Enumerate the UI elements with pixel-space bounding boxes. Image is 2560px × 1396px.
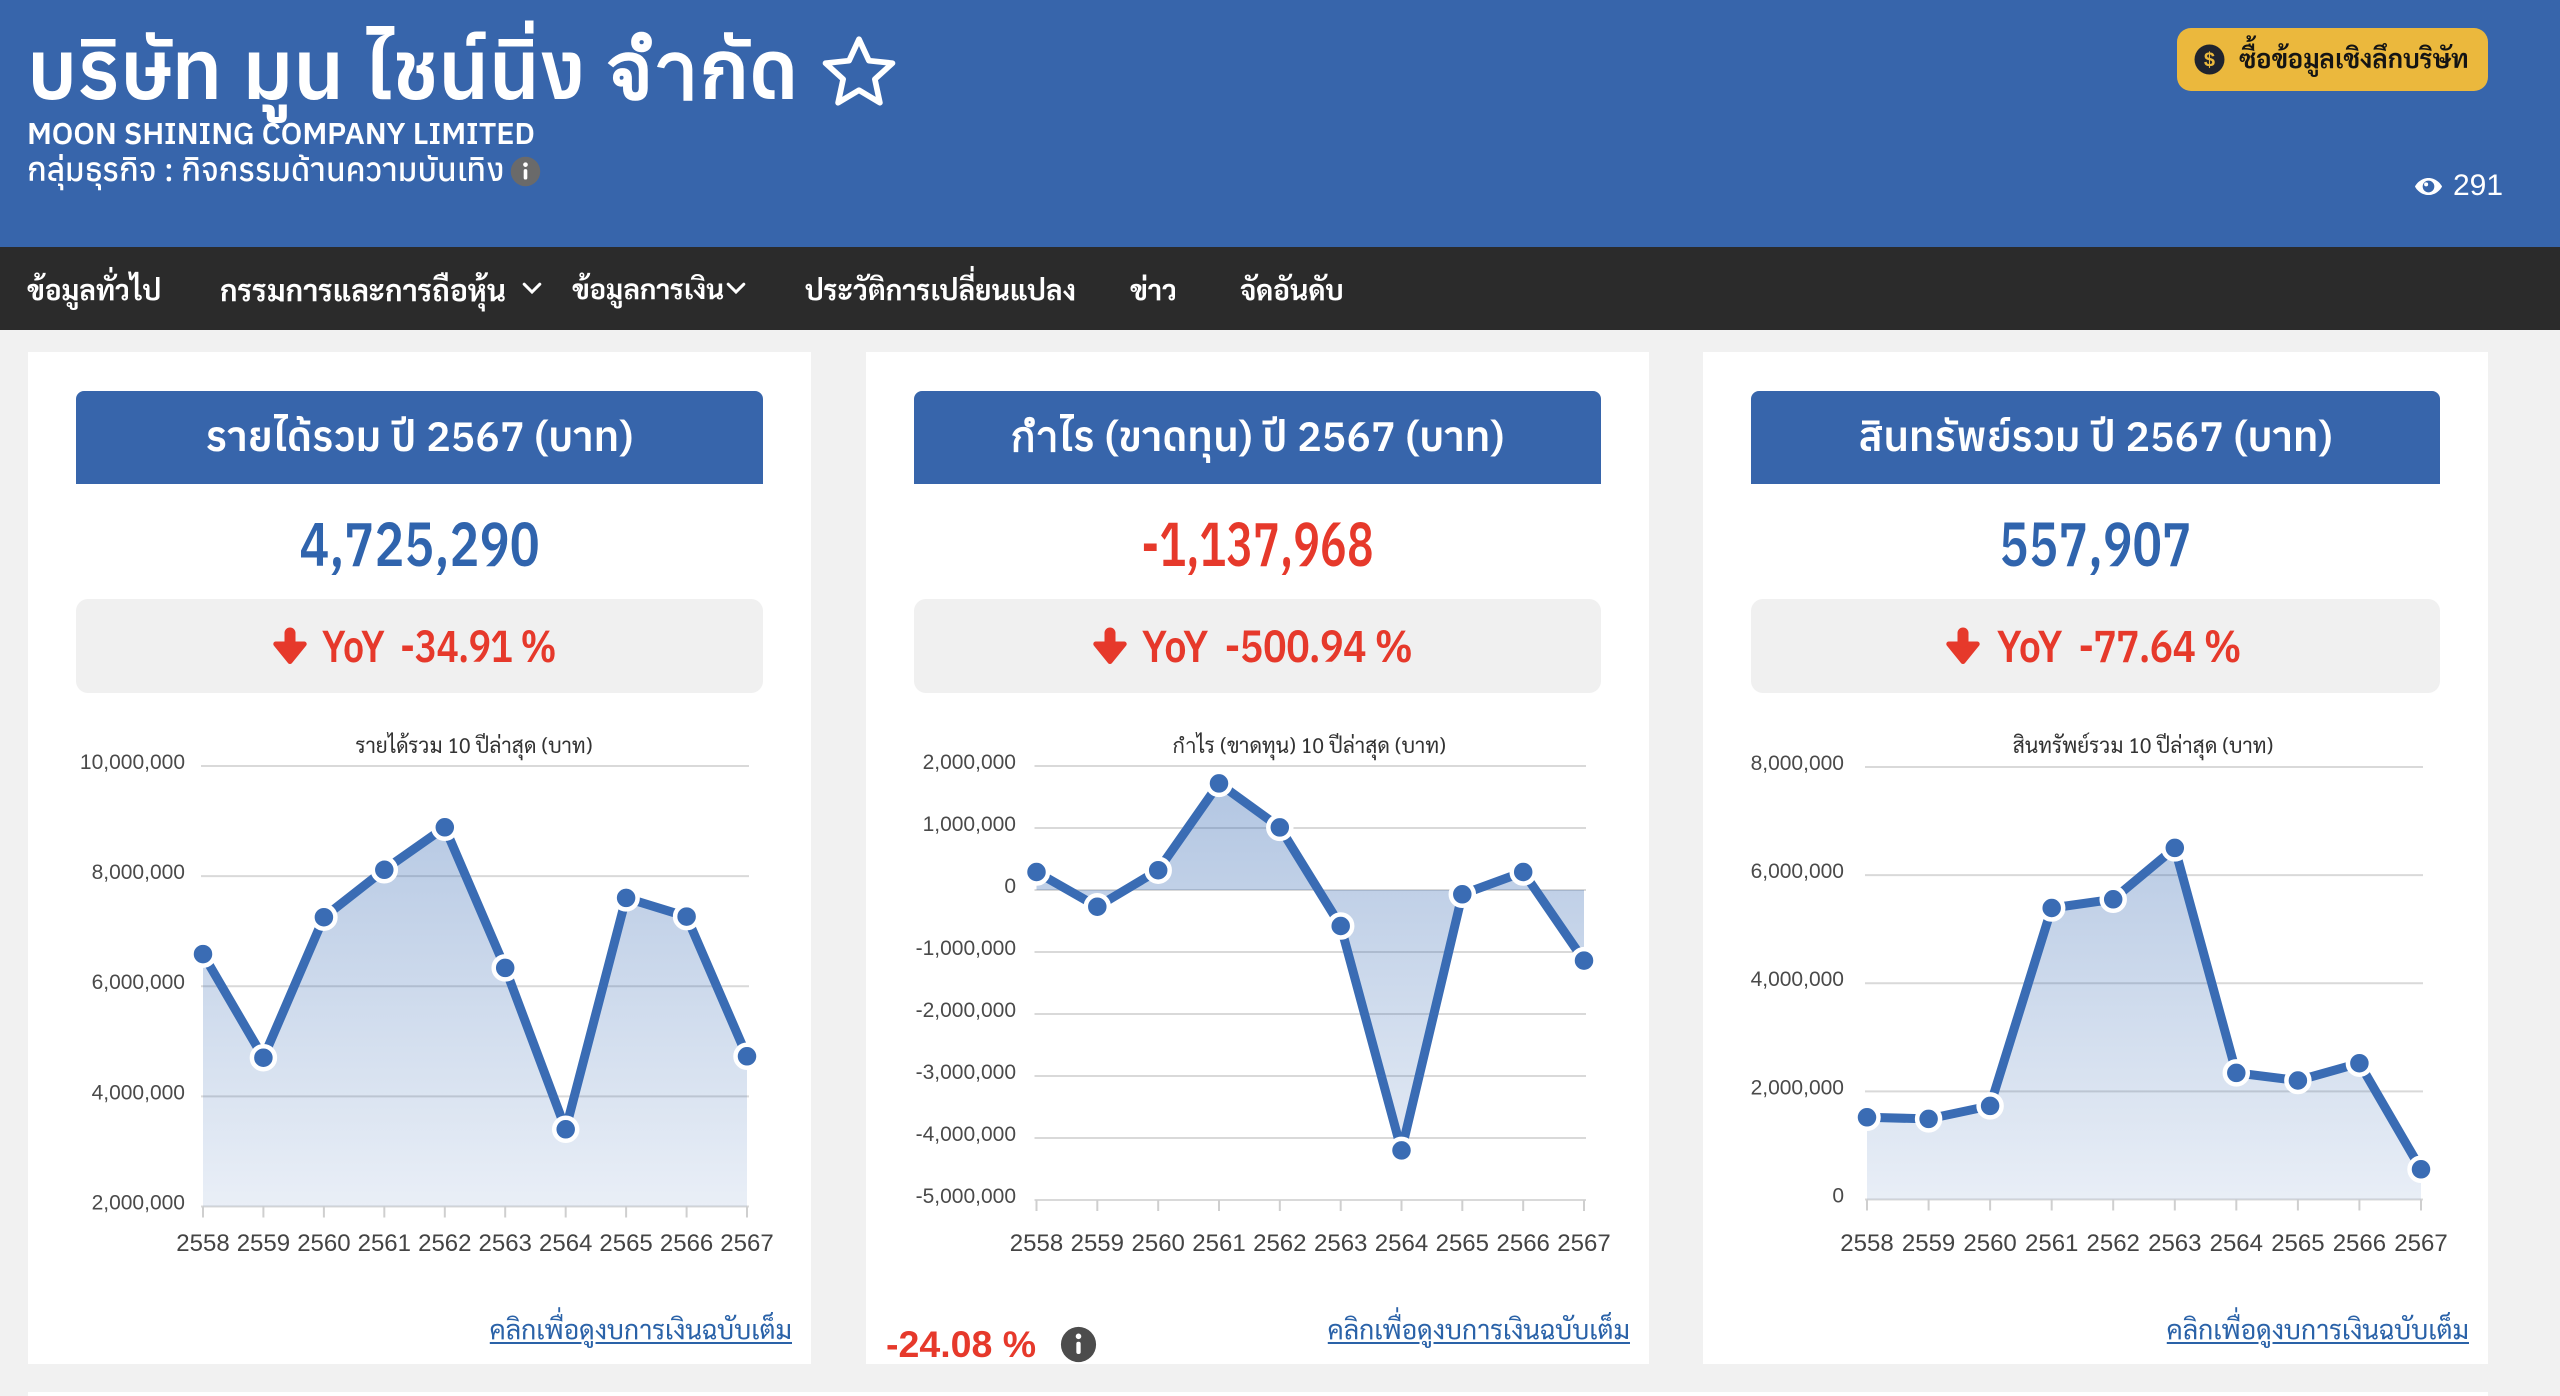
svg-text:$: $	[2204, 50, 2215, 72]
